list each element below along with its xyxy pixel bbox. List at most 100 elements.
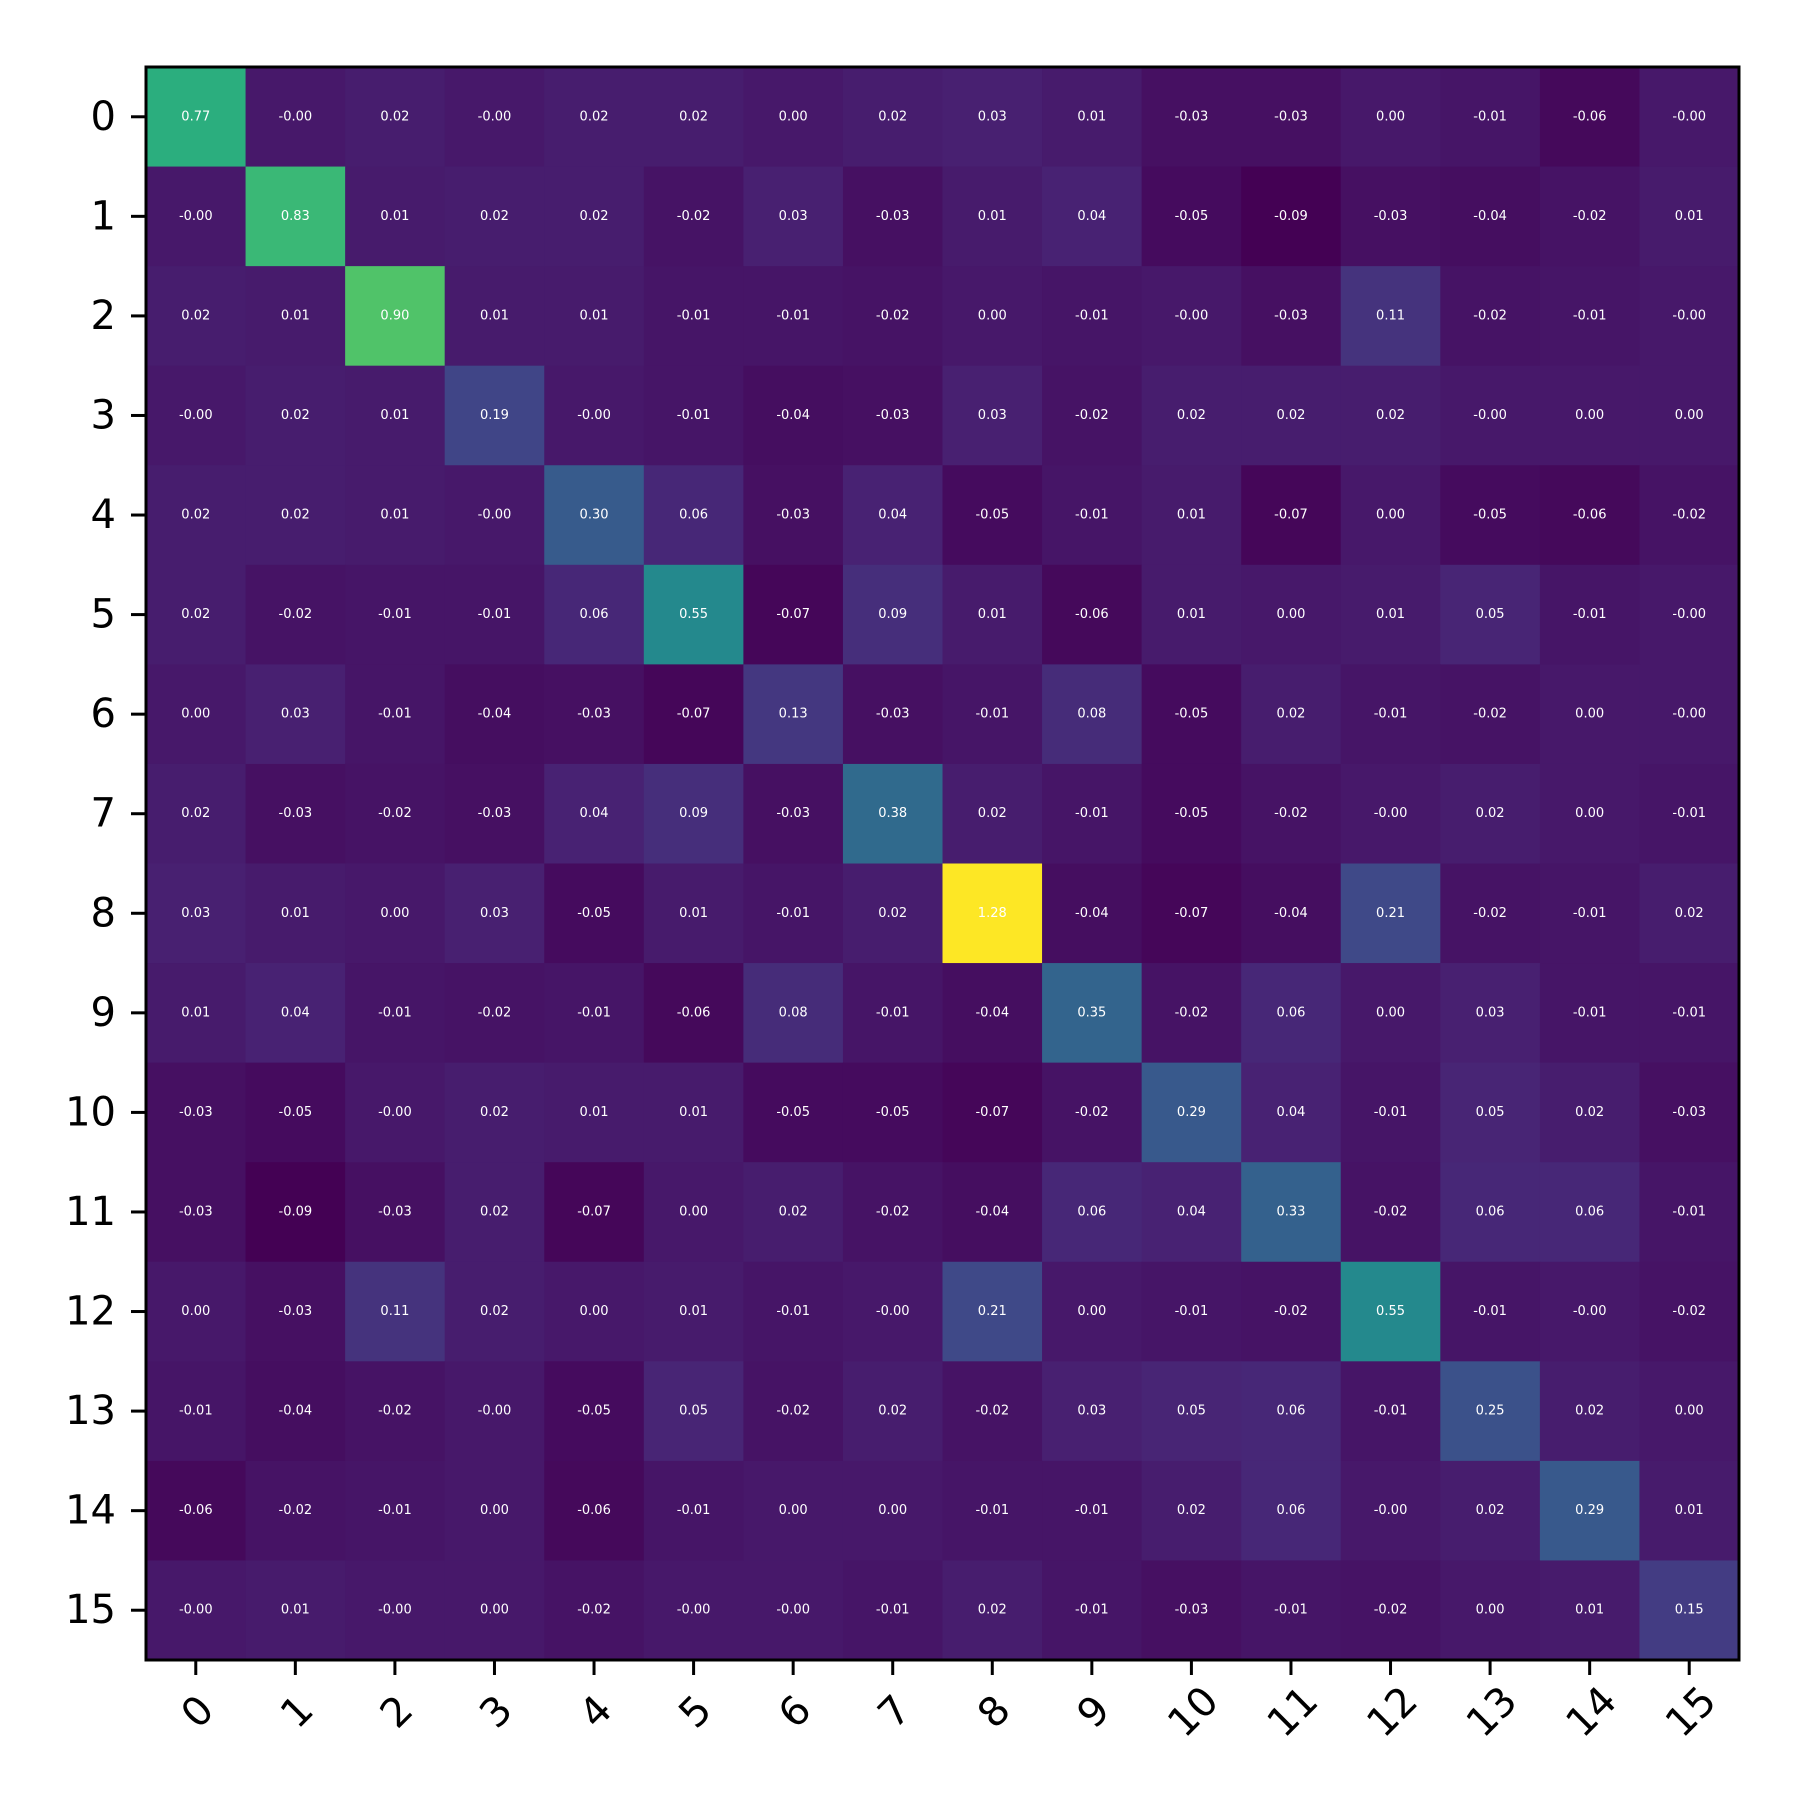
heatmap-cell-4-10 bbox=[1141, 465, 1242, 566]
heatmap-cell-6-12 bbox=[1340, 664, 1441, 765]
cell-value-label: -0.00 bbox=[677, 1603, 711, 1618]
cell-value-label: 0.05 bbox=[1476, 607, 1505, 622]
cell-value-label: 0.00 bbox=[480, 1503, 509, 1518]
heatmap-cell-14-2 bbox=[345, 1460, 446, 1562]
cell-value-label: 0.00 bbox=[1376, 1005, 1405, 1020]
cell-value-label: -0.01 bbox=[1374, 1404, 1408, 1419]
cell-value-label: 0.04 bbox=[878, 508, 907, 523]
cell-value-label: -0.07 bbox=[975, 1105, 1009, 1120]
heatmap-cell-8-5 bbox=[643, 863, 744, 964]
cell-value-label: -0.01 bbox=[378, 1005, 412, 1020]
heatmap-cell-1-11 bbox=[1241, 166, 1342, 267]
cell-value-label: -0.03 bbox=[179, 1204, 213, 1219]
heatmap-cell-12-10 bbox=[1141, 1261, 1242, 1362]
cell-value-label: -0.05 bbox=[876, 1105, 910, 1120]
heatmap-cell-13-8 bbox=[942, 1361, 1043, 1462]
cell-value-label: 0.02 bbox=[181, 508, 210, 523]
cell-value-label: -0.00 bbox=[1175, 308, 1209, 323]
heatmap-cell-3-6 bbox=[743, 365, 844, 466]
y-tick-label: 8 bbox=[91, 890, 116, 936]
heatmap-cell-15-0 bbox=[146, 1560, 247, 1661]
heatmap-cell-15-15 bbox=[1639, 1560, 1740, 1661]
x-tick-label: 8 bbox=[969, 1687, 1020, 1738]
cell-value-label: -0.03 bbox=[1175, 109, 1209, 124]
cell-value-label: -0.01 bbox=[1374, 1105, 1408, 1120]
cell-value-label: -0.07 bbox=[677, 707, 711, 722]
cell-value-label: -0.03 bbox=[1274, 308, 1308, 323]
cell-value-label: 0.02 bbox=[580, 209, 609, 224]
heatmap-cell-4-12 bbox=[1340, 465, 1441, 566]
heatmap-cell-15-6 bbox=[743, 1560, 844, 1661]
heatmap-cell-4-15 bbox=[1639, 465, 1740, 566]
cell-value-label: 0.00 bbox=[779, 1503, 808, 1518]
cell-value-label: 0.11 bbox=[380, 1304, 409, 1319]
y-tick-label: 0 bbox=[91, 94, 116, 140]
heatmap-cell-11-14 bbox=[1539, 1162, 1641, 1263]
heatmap-cell-7-6 bbox=[743, 763, 844, 865]
heatmap-cell-9-6 bbox=[743, 963, 844, 1064]
heatmap-cell-12-5 bbox=[643, 1261, 744, 1362]
heatmap-cell-1-1 bbox=[245, 166, 346, 267]
cell-value-label: 0.02 bbox=[1376, 408, 1405, 423]
cell-value-label: 0.00 bbox=[1575, 806, 1604, 821]
heatmap-cell-12-2 bbox=[345, 1261, 446, 1362]
heatmap-cell-0-2 bbox=[345, 67, 446, 168]
heatmap-cell-15-8 bbox=[942, 1560, 1043, 1661]
cell-value-label: -0.07 bbox=[1274, 508, 1308, 523]
heatmap-cell-11-5 bbox=[643, 1162, 744, 1263]
cell-value-label: 0.83 bbox=[281, 209, 310, 224]
heatmap-cell-7-5 bbox=[643, 763, 744, 865]
heatmap-cell-15-3 bbox=[444, 1560, 545, 1661]
x-tick-label: 5 bbox=[670, 1687, 721, 1738]
cell-value-label: 0.04 bbox=[281, 1005, 310, 1020]
heatmap-cell-1-9 bbox=[1042, 166, 1143, 267]
heatmap-cell-5-15 bbox=[1639, 564, 1740, 665]
cell-value-label: 0.11 bbox=[1376, 308, 1405, 323]
cell-value-label: -0.03 bbox=[577, 707, 611, 722]
cell-value-label: 0.04 bbox=[580, 806, 609, 821]
heatmap-cell-12-7 bbox=[842, 1261, 944, 1362]
heatmap-cell-15-14 bbox=[1539, 1560, 1641, 1661]
heatmap-cell-2-10 bbox=[1141, 266, 1242, 367]
heatmap-cell-1-15 bbox=[1639, 166, 1740, 267]
heatmap-cell-10-8 bbox=[942, 1062, 1043, 1163]
heatmap-cell-9-12 bbox=[1340, 963, 1441, 1064]
cell-value-label: 0.02 bbox=[181, 308, 210, 323]
heatmap-cell-6-1 bbox=[245, 664, 346, 765]
heatmap-cell-9-11 bbox=[1241, 963, 1342, 1064]
cell-value-label: -0.00 bbox=[776, 1603, 810, 1618]
heatmap-cell-10-15 bbox=[1639, 1062, 1740, 1163]
heatmap-cell-4-9 bbox=[1042, 465, 1143, 566]
heatmap-cell-14-14 bbox=[1539, 1460, 1641, 1562]
heatmap-cell-3-0 bbox=[146, 365, 247, 466]
heatmap-cell-13-14 bbox=[1539, 1361, 1641, 1462]
cell-value-label: -0.06 bbox=[1573, 109, 1607, 124]
heatmap-cell-11-7 bbox=[842, 1162, 944, 1263]
cell-value-label: 0.29 bbox=[1177, 1105, 1206, 1120]
heatmap-cell-9-15 bbox=[1639, 963, 1740, 1064]
heatmap-cell-5-7 bbox=[842, 564, 944, 665]
heatmap-cell-13-0 bbox=[146, 1361, 247, 1462]
cell-value-label: -0.01 bbox=[478, 607, 512, 622]
cell-value-label: -0.05 bbox=[577, 1404, 611, 1419]
cell-value-label: -0.02 bbox=[1075, 1105, 1109, 1120]
cell-value-label: 0.01 bbox=[281, 308, 310, 323]
heatmap-cell-2-14 bbox=[1539, 266, 1641, 367]
cell-value-label: -0.00 bbox=[279, 109, 313, 124]
heatmap-cell-10-6 bbox=[743, 1062, 844, 1163]
heatmap-cell-10-10 bbox=[1141, 1062, 1242, 1163]
cell-value-label: 0.02 bbox=[978, 806, 1007, 821]
cell-value-label: 0.06 bbox=[1276, 1503, 1305, 1518]
cell-value-label: -0.00 bbox=[577, 408, 611, 423]
cell-value-label: -0.02 bbox=[279, 1503, 313, 1518]
y-tick-label: 3 bbox=[91, 392, 116, 438]
cell-value-label: -0.04 bbox=[776, 408, 810, 423]
heatmap-cell-8-8 bbox=[942, 863, 1043, 964]
heatmap-cell-0-7 bbox=[842, 67, 944, 168]
cell-value-label: -0.04 bbox=[279, 1404, 313, 1419]
cell-value-label: -0.01 bbox=[1075, 308, 1109, 323]
heatmap-cell-2-4 bbox=[544, 266, 645, 367]
heatmap-cell-9-0 bbox=[146, 963, 247, 1064]
y-tick-label: 9 bbox=[91, 990, 116, 1036]
cell-value-label: 0.00 bbox=[181, 707, 210, 722]
